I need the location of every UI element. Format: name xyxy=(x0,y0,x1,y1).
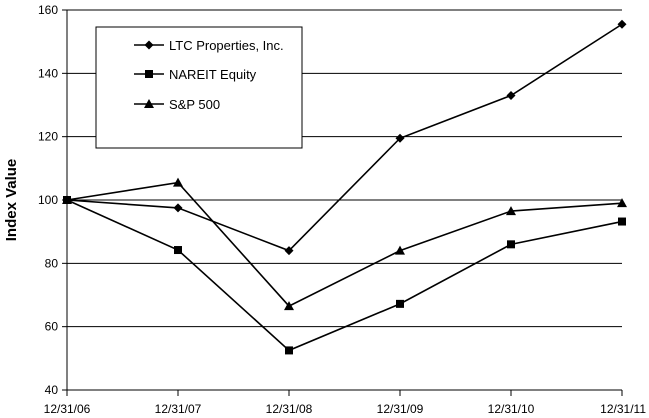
series-square xyxy=(63,196,626,355)
y-ticks: 40 60 80 100 120 140 160 xyxy=(38,3,67,397)
y-tick-label: 120 xyxy=(38,130,58,144)
y-tick-label: 160 xyxy=(38,3,58,17)
legend-marker-diamond xyxy=(144,40,154,50)
y-tick-label: 80 xyxy=(45,256,59,270)
legend-marker-square xyxy=(145,70,153,78)
data-point-square xyxy=(174,246,182,255)
data-point-triangle xyxy=(173,177,183,187)
data-point-square xyxy=(618,217,626,226)
data-point-square xyxy=(507,240,515,249)
legend: LTC Properties, Inc. NAREIT Equity S&P 500 xyxy=(95,26,303,149)
x-tick-label: 12/31/09 xyxy=(377,402,424,416)
data-point-triangle xyxy=(62,195,72,204)
y-tick-label: 40 xyxy=(45,383,59,397)
series-triangle xyxy=(62,177,627,311)
series-layer xyxy=(62,19,627,355)
data-point-diamond xyxy=(617,19,627,29)
legend-label: NAREIT Equity xyxy=(169,67,257,82)
series-line xyxy=(66,199,623,352)
x-tick-label: 12/31/07 xyxy=(155,402,202,416)
data-point-diamond xyxy=(173,203,183,213)
series-line xyxy=(66,23,623,252)
data-point-triangle xyxy=(284,301,294,311)
y-tick-label: 60 xyxy=(45,320,59,334)
legend-label: LTC Properties, Inc. xyxy=(169,38,284,53)
x-tick-label: 12/31/08 xyxy=(266,402,313,416)
legend-label: S&P 500 xyxy=(169,97,220,112)
data-point-triangle xyxy=(395,245,405,255)
x-tick-label: 12/31/06 xyxy=(44,402,91,416)
y-axis-title: Index Value xyxy=(3,159,20,242)
data-point-diamond xyxy=(506,91,516,100)
data-point-triangle xyxy=(617,198,627,208)
legend-box xyxy=(95,26,303,149)
x-tick-label: 12/31/10 xyxy=(488,402,535,416)
series-line xyxy=(66,181,623,308)
data-point-square xyxy=(396,299,404,308)
data-point-diamond xyxy=(395,133,405,143)
y-tick-label: 100 xyxy=(38,193,58,207)
data-point-square xyxy=(285,346,293,355)
x-tick-label: 12/31/11 xyxy=(600,402,646,416)
x-ticks: 12/31/06 12/31/07 12/31/08 12/31/09 12/31/10… xyxy=(44,390,646,416)
data-point-triangle xyxy=(506,206,516,216)
legend-marker-triangle xyxy=(144,99,154,108)
y-tick-label: 140 xyxy=(38,66,58,80)
series-diamond xyxy=(62,19,627,256)
data-point-diamond xyxy=(284,246,294,256)
